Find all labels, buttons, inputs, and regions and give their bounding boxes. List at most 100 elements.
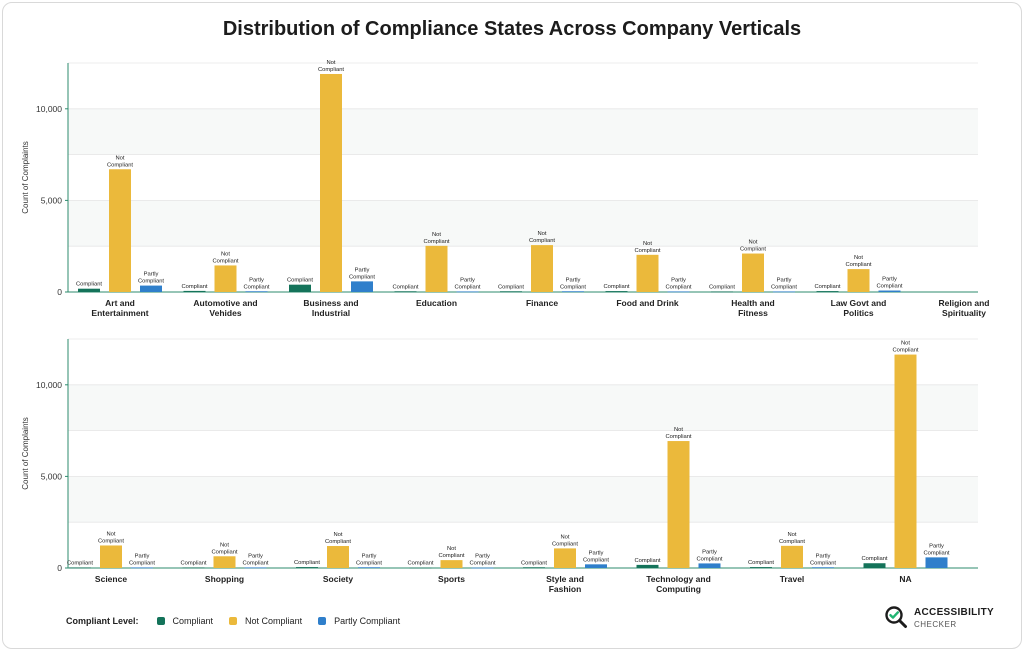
y-axis-label: Count of Complaints	[21, 417, 30, 489]
bar	[523, 567, 545, 569]
bar-label: Compliant	[107, 162, 133, 168]
bar	[471, 567, 494, 569]
bar-label: Compliant	[748, 560, 774, 566]
bar	[131, 567, 153, 569]
legend-label-partly-compliant: Partly Compliant	[334, 616, 401, 626]
x-tick-label: Industrial	[312, 308, 350, 318]
bar-label: Not	[674, 427, 683, 433]
bar	[214, 265, 237, 292]
bar	[100, 545, 122, 568]
magnifier-check-icon	[885, 606, 907, 628]
bar	[863, 563, 886, 568]
bar	[711, 291, 733, 293]
bar-label: Compliant	[923, 550, 949, 556]
bar-label: Compliant	[423, 239, 449, 245]
x-tick-label: Vehides	[209, 308, 241, 318]
bar-label: Compliant	[665, 284, 691, 290]
accessibility-checker-logo: ACCESSIBILITY CHECKER	[884, 605, 994, 633]
bar-label: Partly	[135, 553, 150, 559]
bar-label: Partly	[671, 277, 686, 283]
x-tick-label: Spirituality	[942, 308, 986, 318]
bar-label: Compliant	[138, 279, 164, 285]
bar-label: Compliant	[325, 539, 351, 545]
bar	[409, 567, 432, 569]
bar-label: Not	[326, 60, 335, 66]
bar-label: Not	[333, 532, 342, 538]
bar-label: Compliant	[696, 556, 722, 562]
bar-label: Compliant	[407, 561, 433, 567]
bar-label: Not	[221, 251, 230, 257]
x-tick-label: Food and Drink	[616, 298, 679, 308]
bar	[636, 254, 659, 292]
legend-swatch-partly-compliant	[318, 617, 327, 625]
bar-label: Not	[537, 231, 546, 237]
bar-label: Compliant	[469, 561, 495, 567]
logo-text-accessibility: ACCESSIBILITY	[914, 607, 995, 618]
bar	[183, 290, 206, 292]
bar-label: Partly	[882, 277, 897, 283]
legend-label-not-compliant: Not Compliant	[245, 616, 303, 626]
x-tick-label: Finance	[526, 298, 558, 308]
bar-label: Compliant	[740, 247, 766, 253]
bar-label: Compliant	[529, 238, 555, 244]
x-tick-label: Law Govt and	[831, 298, 887, 308]
bar-label: Not	[560, 534, 569, 540]
x-tick-label: Automotive and	[193, 298, 257, 308]
bar	[750, 567, 772, 568]
y-tick-label: 10,000	[36, 380, 62, 390]
grid-band	[68, 108, 978, 155]
legend-item-compliant: Compliant	[156, 616, 213, 626]
legend: Compliant Level: Compliant Not Compliant…	[66, 614, 416, 628]
bar	[925, 557, 948, 568]
bar	[500, 291, 522, 293]
grid-band	[68, 384, 978, 431]
y-tick-label: 10,000	[36, 104, 62, 114]
x-tick-label: Technology and	[646, 574, 711, 584]
bar-label: Not	[447, 546, 456, 552]
bar	[773, 291, 795, 293]
grid-band	[68, 476, 978, 523]
bar-label: Compliant	[294, 560, 320, 566]
bar-label: Not	[748, 240, 757, 246]
bar-label: Partly	[460, 277, 475, 283]
bar-label: Compliant	[438, 553, 464, 559]
bar	[244, 567, 267, 569]
x-tick-label: Fitness	[738, 308, 768, 318]
bar	[667, 441, 690, 568]
x-tick-label: Health and	[731, 298, 774, 308]
bar	[781, 545, 803, 568]
bar-label: Partly	[475, 554, 490, 560]
bar-label: Partly	[248, 553, 263, 559]
bar	[894, 354, 917, 568]
bar-label: Compliant	[67, 560, 93, 566]
bar-label: Compliant	[242, 560, 268, 566]
bar	[109, 169, 131, 292]
bar-label: Compliant	[779, 539, 805, 545]
bar	[636, 564, 659, 568]
grid-band	[68, 200, 978, 247]
x-tick-label: Religion and	[939, 298, 990, 308]
bar-label: Partly	[702, 549, 717, 555]
x-tick-label: Travel	[780, 574, 805, 584]
x-tick-label: Entertainment	[91, 308, 148, 318]
bar-label: Compliant	[521, 560, 547, 566]
bar-label: Not	[220, 542, 229, 548]
bar	[847, 269, 870, 292]
bar	[742, 253, 764, 292]
bar-label: Compliant	[76, 282, 102, 288]
legend-title: Compliant Level:	[66, 616, 139, 626]
bar	[562, 291, 584, 293]
bar-label: Compliant	[876, 284, 902, 290]
x-tick-label: Style and	[546, 574, 584, 584]
x-tick-label: Sports	[438, 574, 465, 584]
bar-label: Compliant	[634, 558, 660, 564]
bar-label: Compliant	[771, 284, 797, 290]
bar-label: Compliant	[392, 284, 418, 290]
bar-label: Compliant	[349, 274, 375, 280]
y-tick-label: 5,000	[41, 195, 63, 205]
x-tick-label: Fashion	[549, 584, 582, 594]
x-tick-label: Education	[416, 298, 457, 308]
bar-label: Partly	[589, 550, 604, 556]
bar-label: Compliant	[810, 560, 836, 566]
bar-label: Compliant	[634, 248, 660, 254]
